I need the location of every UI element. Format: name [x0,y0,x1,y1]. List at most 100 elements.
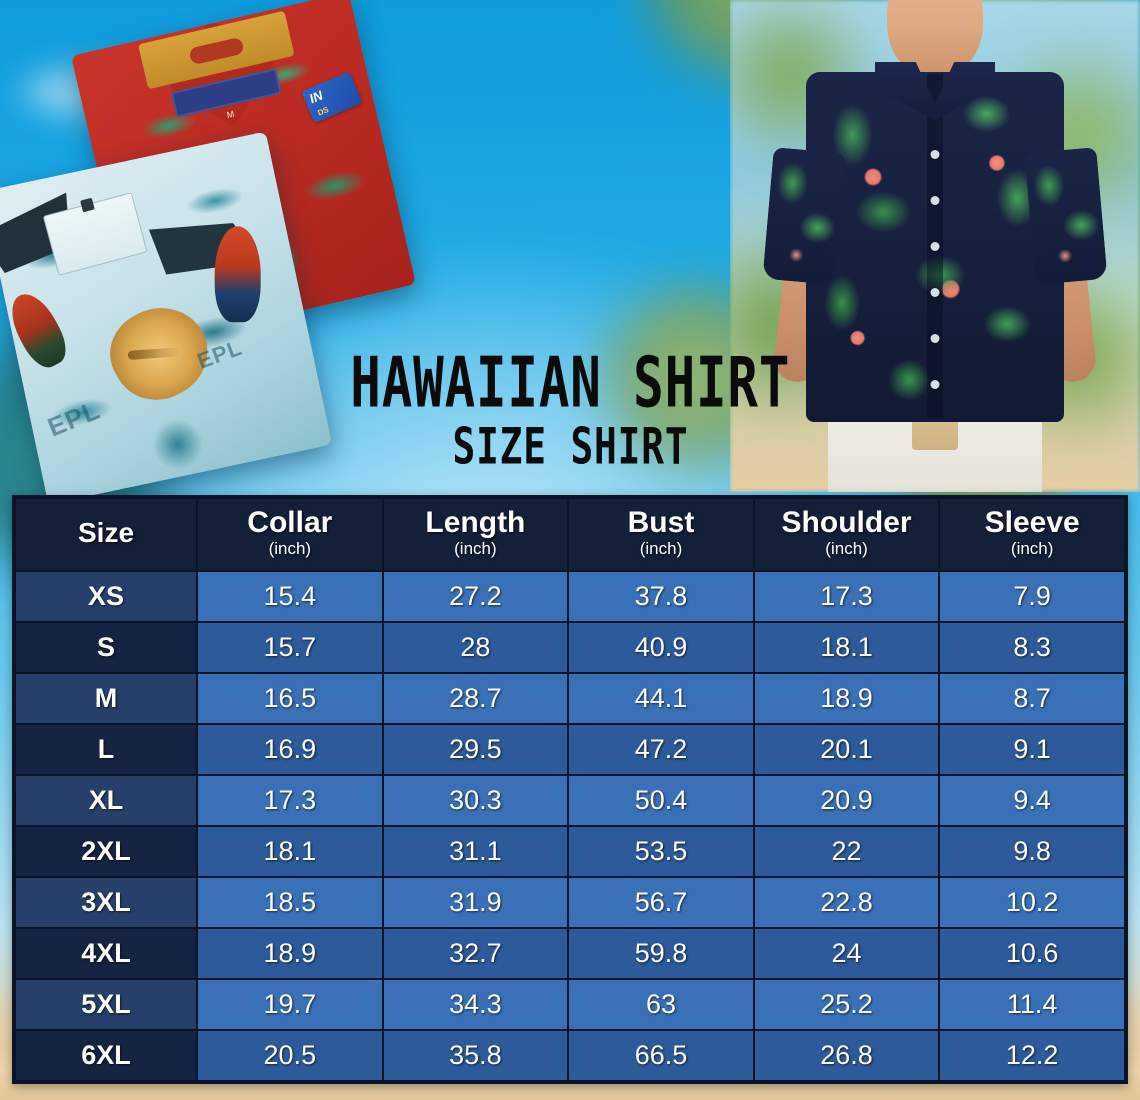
cell-size: 6XL [13,1029,199,1082]
shirt-button [930,150,940,159]
cell-sleeve: 9.4 [938,774,1126,827]
cell-sleeve: 10.6 [938,927,1126,980]
cell-collar: 17.3 [196,774,384,827]
cell-bust: 44.1 [567,672,755,725]
column-header-collar: Collar (inch) [196,497,384,572]
cell-size: S [13,621,199,674]
cell-collar: 16.9 [196,723,384,776]
cell-length: 28 [381,621,570,674]
size-chart-table-wrapper: Size Collar (inch) Length (inch) Bust (i… [12,495,1128,1084]
column-header-shoulder: Shoulder (inch) [752,497,941,572]
cell-shoulder: 20.9 [752,774,941,827]
cell-bust: 47.2 [567,723,755,776]
column-header-collar-unit: (inch) [268,539,312,559]
parrot-print [1,286,74,374]
red-shirt-brand-badge [301,71,363,124]
cell-bust: 56.7 [567,876,755,929]
cell-size: 4XL [13,927,199,980]
blue-shirt-print-text: EPL [43,394,105,443]
cell-size: M [13,672,199,725]
cell-collar: 15.7 [196,621,384,674]
cell-collar: 18.9 [196,927,384,980]
cell-bust: 53.5 [567,825,755,878]
size-chart-table: Size Collar (inch) Length (inch) Bust (i… [13,497,1126,1082]
cell-shoulder: 24 [752,927,941,980]
cell-size: L [13,723,199,776]
cell-shoulder: 18.1 [752,621,941,674]
cell-length: 35.8 [381,1029,570,1082]
cell-length: 31.1 [381,825,570,878]
shirt-button [930,380,940,389]
shirt-sleeve-left [762,147,846,285]
cell-sleeve: 12.2 [938,1029,1126,1082]
column-header-sleeve: Sleeve (inch) [938,497,1126,572]
cell-collar: 19.7 [196,978,384,1031]
cell-collar: 15.4 [196,570,384,623]
cell-bust: 59.8 [567,927,755,980]
cell-length: 29.5 [381,723,570,776]
shirt-button [930,334,940,343]
shirt-button [930,242,940,251]
column-header-shoulder-unit: (inch) [825,539,868,559]
table-row: M 16.5 28.7 44.1 18.9 8.7 [13,672,1126,725]
cell-bust: 63 [567,978,755,1031]
cell-collar: 16.5 [196,672,384,725]
table-row: 3XL 18.5 31.9 56.7 22.8 10.2 [13,876,1126,929]
column-header-length-label: Length [425,505,526,539]
cell-bust: 50.4 [567,774,755,827]
table-row: XL 17.3 30.3 50.4 20.9 9.4 [13,774,1126,827]
cell-shoulder: 26.8 [752,1029,941,1082]
table-row: S 15.7 28 40.9 18.1 8.3 [13,621,1126,674]
cell-bust: 40.9 [567,621,755,674]
cell-length: 27.2 [381,570,570,623]
table-body: XS 15.4 27.2 37.8 17.3 7.9 S 15.7 28 40.9 18.1 8.3 M… [13,570,1126,1082]
cell-length: 30.3 [381,774,570,827]
table-row: 6XL 20.5 35.8 66.5 26.8 12.2 [13,1029,1126,1082]
cell-shoulder: 22 [752,825,941,878]
column-header-size: Size [13,497,199,572]
column-header-sleeve-label: Sleeve [984,505,1080,539]
cell-sleeve: 9.8 [938,825,1126,878]
column-header-sleeve-unit: (inch) [1010,539,1054,559]
cell-size: 2XL [13,825,199,878]
cell-length: 31.9 [381,876,570,929]
table-row: 5XL 19.7 34.3 63 25.2 11.4 [13,978,1126,1031]
model-photo [730,0,1140,492]
cell-sleeve: 8.3 [938,621,1126,674]
column-header-bust: Bust (inch) [567,497,755,572]
column-header-collar-label: Collar [247,505,333,539]
shirt-button [930,288,940,297]
column-header-length-unit: (inch) [454,539,497,559]
table-header-row: Size Collar (inch) Length (inch) Bust (i… [13,497,1126,572]
cell-bust: 66.5 [567,1029,755,1082]
cell-sleeve: 8.7 [938,672,1126,725]
folded-shirts-photo: M EPL EPL [0,0,417,505]
cell-sleeve: 7.9 [938,570,1126,623]
shirt-sleeve-right [1024,147,1108,285]
cell-size: XL [13,774,199,827]
cell-size: 5XL [13,978,199,1031]
table-header: Size Collar (inch) Length (inch) Bust (i… [13,497,1126,572]
cell-bust: 37.8 [567,570,755,623]
cell-collar: 20.5 [196,1029,384,1082]
column-header-length: Length (inch) [381,497,570,572]
column-header-bust-unit: (inch) [639,539,683,559]
cell-shoulder: 18.9 [752,672,941,725]
cell-shoulder: 25.2 [752,978,941,1031]
column-header-shoulder-label: Shoulder [781,505,912,539]
column-header-bust-label: Bust [627,505,695,539]
cell-sleeve: 10.2 [938,876,1126,929]
cell-shoulder: 20.1 [752,723,941,776]
cell-shoulder: 22.8 [752,876,941,929]
cell-sleeve: 9.1 [938,723,1126,776]
table-row: XS 15.4 27.2 37.8 17.3 7.9 [13,570,1126,623]
shirt-button [930,196,940,205]
cell-length: 28.7 [381,672,570,725]
table-row: 2XL 18.1 31.1 53.5 22 9.8 [13,825,1126,878]
cell-size: XS [13,570,199,623]
cell-shoulder: 17.3 [752,570,941,623]
table-row: 4XL 18.9 32.7 59.8 24 10.6 [13,927,1126,980]
cell-sleeve: 11.4 [938,978,1126,1031]
parrot-print [214,226,261,323]
cell-collar: 18.1 [196,825,384,878]
